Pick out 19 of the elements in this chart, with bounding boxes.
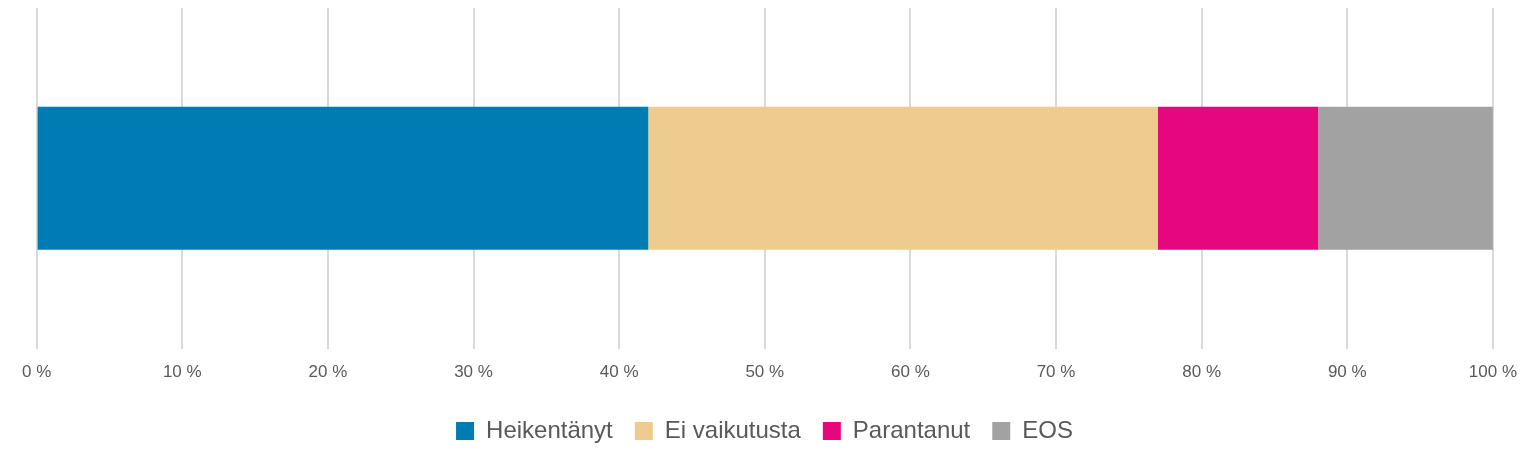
- bar: [648, 106, 1158, 250]
- x-tick-label: 50 %: [745, 362, 785, 382]
- bar: [1157, 106, 1319, 250]
- bar: [1318, 106, 1493, 250]
- x-tick-label: 20 %: [308, 362, 348, 382]
- x-tick-label: 90 %: [1327, 362, 1367, 382]
- x-tick-label: 0 %: [22, 362, 52, 382]
- x-tick-label: 80 %: [1182, 362, 1222, 382]
- x-tick-label: 30 %: [454, 362, 493, 382]
- legend-label: EOS: [1022, 415, 1073, 443]
- x-tick-label: 10 %: [162, 362, 202, 382]
- x-tick-label: 70 %: [1036, 362, 1076, 382]
- x-tick-label: 60 %: [891, 362, 930, 382]
- x-tick-label: 100 %: [1468, 362, 1517, 382]
- x-tick-label: 40 %: [599, 362, 639, 382]
- legend-label: Heikentänyt: [486, 415, 614, 443]
- legend-label: Parantanut: [852, 415, 971, 443]
- legend-label: Ei vaikutusta: [664, 415, 802, 443]
- bar: [37, 106, 649, 250]
